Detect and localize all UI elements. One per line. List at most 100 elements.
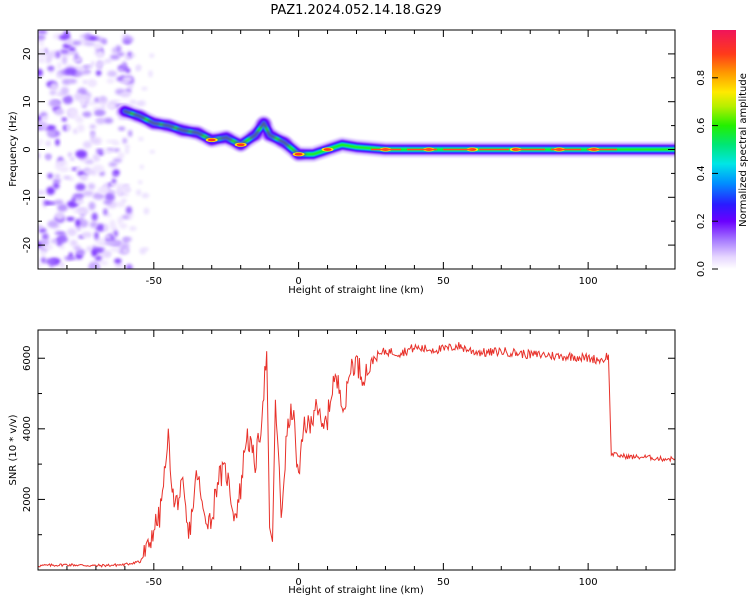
spectrogram-noise-blob [112, 158, 123, 163]
spectrogram-xtick-label: 50 [437, 276, 450, 287]
spectrogram-noise-blob [122, 249, 129, 253]
spectrogram-noise-blob [95, 117, 106, 125]
colorbar-tick-label: 0.0 [696, 261, 707, 277]
spectrogram-noise-blob [38, 139, 44, 144]
spectrogram-noise-blob [71, 40, 82, 46]
spectrogram-noise-blob [73, 245, 81, 251]
spectrogram-noise-blob [130, 53, 136, 58]
snr-xtick-label: 0 [295, 577, 301, 588]
spectrogram-noise-blob [38, 121, 48, 130]
colorbar-tick-label: 0.8 [696, 70, 707, 86]
spectrogram-noise-blob [82, 111, 92, 118]
spectrogram-ytick-label: 10 [22, 95, 33, 108]
spectrogram-noise-blob [94, 97, 100, 103]
spectrogram-noise-blob [66, 228, 77, 237]
spectrogram-noise-blob [136, 189, 142, 196]
colorbar-tick-label: 0.2 [696, 213, 707, 229]
spectrogram-noise-blob [45, 258, 57, 265]
spectrogram-noise-blob [75, 218, 81, 227]
snr-panel: -50 0 50 100 2000 4000 6000 Height of straight… [8, 329, 676, 596]
spectrogram-ytick-label: -20 [22, 237, 33, 253]
spectrogram-noise-blob [103, 250, 112, 258]
spectrogram-noise-blob [66, 124, 71, 131]
spectrogram-noise-blob [94, 255, 102, 262]
spectrogram-noise-blob [122, 40, 132, 44]
snr-series-line [38, 342, 675, 568]
spectrogram-noise-blob [88, 201, 96, 211]
spectrogram-noise-blob [46, 154, 51, 161]
spectrogram-noise-blob [79, 217, 84, 221]
spectrogram-noise-blob [104, 193, 115, 202]
snr-ytick-label: 4000 [22, 416, 33, 441]
spectrogram-noise-blob [92, 153, 101, 162]
spectrogram-ridge-lobe [190, 127, 205, 138]
spectrogram-noise-blob [40, 250, 46, 256]
spectrogram-heatmap [38, 30, 675, 269]
spectrogram-ridge-lobe [248, 130, 263, 141]
spectrogram-noise-blob [90, 138, 101, 144]
spectrogram-noise-blob [38, 30, 48, 35]
spectrogram-noise-blob [103, 182, 108, 192]
spectrogram-hotspot [207, 138, 216, 142]
spectrogram-noise-blob [55, 50, 61, 59]
spectrogram-noise-blob [109, 219, 116, 229]
spectrogram-noise-blob [149, 150, 156, 154]
spectrogram-noise-blob [54, 199, 64, 205]
spectrogram-noise-blob [57, 61, 62, 70]
spectrogram-ridge-lobe [146, 118, 161, 129]
spectrogram-noise-blob [89, 221, 98, 228]
spectrogram-noise-blob [141, 86, 148, 91]
spectrogram-noise-blob [57, 203, 68, 212]
spectrogram-noise-blob [92, 164, 105, 173]
spectrogram-noise-blob [46, 186, 55, 196]
spectrogram-noise-blob [107, 70, 118, 77]
spectrogram-noise-blob [148, 70, 153, 78]
spectrogram-noise-blob [120, 91, 131, 98]
spectrogram-noise-blob [109, 54, 120, 60]
spectrogram-noise-blob [63, 30, 70, 39]
spectrogram-noise-blob [78, 219, 89, 228]
spectrogram-noise-blob [104, 240, 116, 246]
spectrogram-noise-blob [61, 55, 68, 65]
spectrogram-noise-blob [107, 103, 115, 109]
spectrogram-noise-blob [117, 187, 122, 196]
spectrogram-noise-blob [95, 70, 102, 76]
snr-frame [37, 329, 676, 571]
spectrogram-noise-blob [82, 80, 88, 84]
spectrogram-noise-blob [91, 249, 98, 257]
spectrogram-noise-blob [54, 231, 66, 235]
spectrogram-noise-blob [94, 111, 104, 116]
spectrogram-panel: -50 0 50 100 -20 -10 0 10 20 Height of straight … [8, 29, 676, 296]
spectrogram-noise-blob [95, 223, 106, 232]
spectrogram-ytick-label: 0 [22, 146, 33, 152]
spectrogram-noise-blob [112, 173, 118, 177]
spectrogram-ridge-lobe [262, 130, 277, 141]
spectrogram-noise-blob [46, 201, 56, 205]
spectrogram-noise-blob [114, 264, 125, 268]
spectrogram-noise-blob [63, 175, 71, 180]
spectrogram-noise-blob [85, 169, 97, 175]
snr-xtick-label: 50 [437, 577, 450, 588]
spectrogram-noise-blob [69, 239, 78, 247]
spectrogram-noise-blob [47, 173, 53, 179]
spectrogram-noise-blob [56, 75, 64, 79]
spectrogram-noise-blob [68, 252, 73, 259]
spectrogram-noise-blob [114, 258, 122, 264]
spectrogram-noise-blob [38, 34, 46, 40]
spectrogram-noise-blob [46, 125, 57, 130]
spectrogram-noise-blob [76, 248, 86, 256]
spectrogram-noise-blob [138, 137, 144, 141]
spectrogram-noise-blob [38, 262, 42, 268]
spectrogram-noise-blob [129, 99, 137, 105]
snr-ytick-label: 2000 [22, 487, 33, 512]
spectrogram-noise-blob [106, 78, 115, 84]
spectrogram-noise-blob [128, 130, 133, 137]
snr-line-layer [38, 342, 675, 568]
spectrogram-noise-blob [38, 57, 46, 63]
spectrogram-noise-blob [75, 116, 84, 124]
spectrogram-noise-blob [40, 257, 47, 264]
spectrogram-noise-blob [103, 117, 114, 124]
spectrogram-ticks: -50 0 50 100 -20 -10 0 10 20 [22, 29, 676, 287]
spectrogram-noise-blob [59, 244, 65, 250]
spectrogram-hotspot [323, 148, 332, 151]
